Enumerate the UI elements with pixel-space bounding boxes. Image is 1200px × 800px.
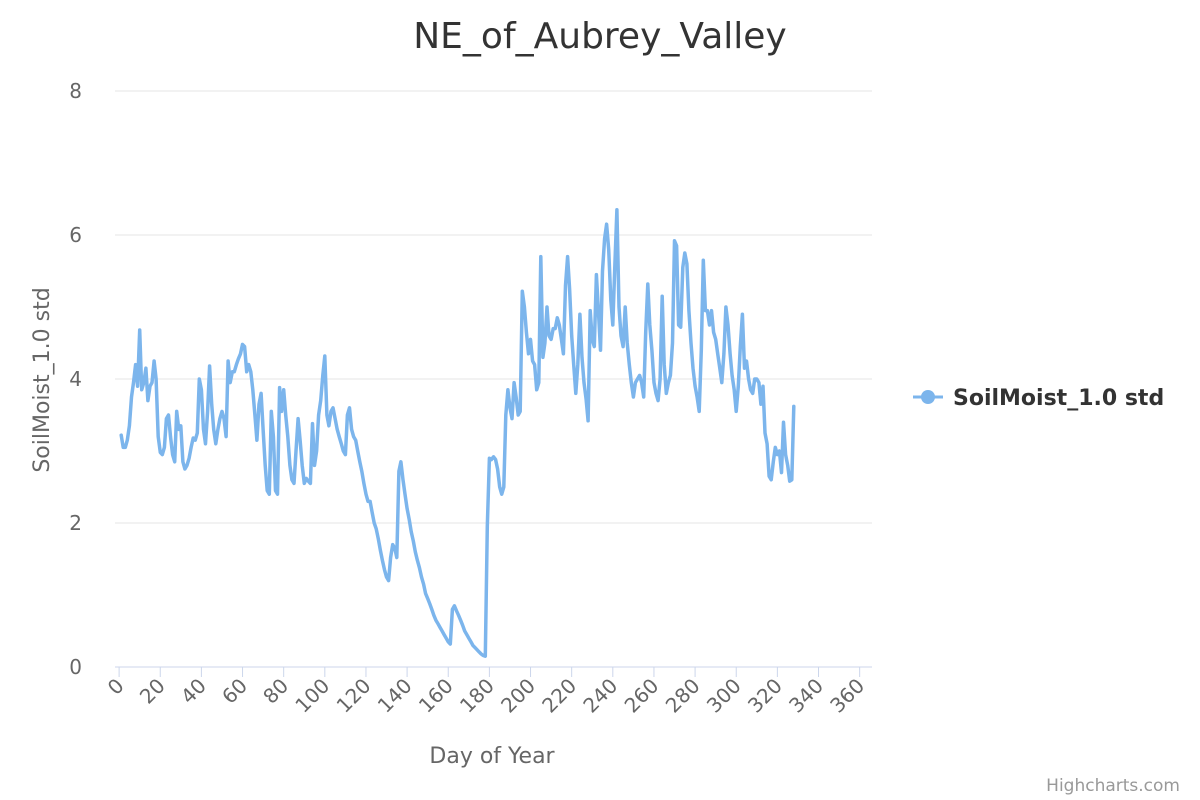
series-line[interactable] [119,208,796,658]
gridlines [115,90,872,524]
y-tick-label: 8 [69,79,82,103]
y-axis-title: SoilMoist_1.0 std [30,287,55,472]
y-tick-label: 0 [69,655,82,679]
credits-link[interactable]: Highcharts.com [1046,776,1180,796]
y-tick-label: 2 [69,511,82,535]
y-tick-label: 6 [69,223,82,247]
chart-title: NE_of_Aubrey_Valley [413,16,786,57]
x-axis-title: Day of Year [429,744,555,769]
legend-marker-symbol [921,390,935,404]
legend-item[interactable]: SoilMoist_1.0 std [913,386,1164,411]
y-tick-label: 4 [69,367,82,391]
legend: SoilMoist_1.0 std [913,386,1164,411]
series-group [119,208,796,658]
legend-label: SoilMoist_1.0 std [953,386,1164,411]
